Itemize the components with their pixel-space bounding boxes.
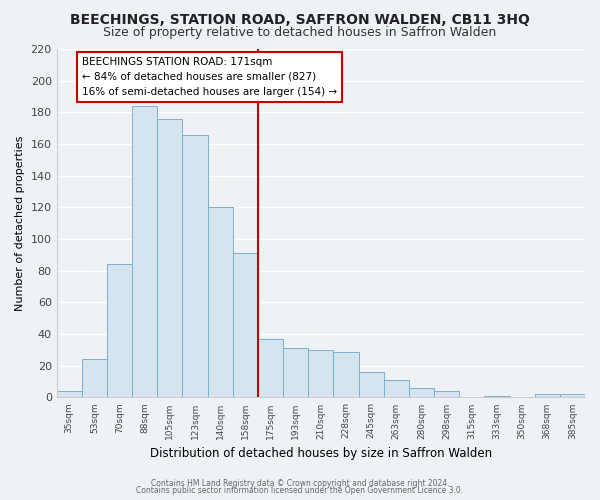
- Bar: [409, 388, 434, 398]
- Bar: [82, 360, 107, 398]
- X-axis label: Distribution of detached houses by size in Saffron Walden: Distribution of detached houses by size …: [150, 447, 492, 460]
- Bar: [359, 372, 384, 398]
- Bar: [434, 391, 459, 398]
- Text: Contains public sector information licensed under the Open Government Licence 3.: Contains public sector information licen…: [136, 486, 464, 495]
- Text: BEECHINGS STATION ROAD: 171sqm
← 84% of detached houses are smaller (827)
16% of: BEECHINGS STATION ROAD: 171sqm ← 84% of …: [82, 57, 337, 96]
- Y-axis label: Number of detached properties: Number of detached properties: [15, 136, 25, 311]
- Bar: [484, 396, 509, 398]
- Bar: [132, 106, 157, 398]
- Bar: [233, 254, 258, 398]
- Text: Contains HM Land Registry data © Crown copyright and database right 2024.: Contains HM Land Registry data © Crown c…: [151, 478, 449, 488]
- Bar: [283, 348, 308, 398]
- Bar: [384, 380, 409, 398]
- Text: BEECHINGS, STATION ROAD, SAFFRON WALDEN, CB11 3HQ: BEECHINGS, STATION ROAD, SAFFRON WALDEN,…: [70, 12, 530, 26]
- Bar: [157, 118, 182, 398]
- Bar: [258, 339, 283, 398]
- Bar: [107, 264, 132, 398]
- Bar: [56, 391, 82, 398]
- Bar: [208, 208, 233, 398]
- Bar: [334, 352, 359, 398]
- Bar: [308, 350, 334, 398]
- Bar: [182, 134, 208, 398]
- Bar: [535, 394, 560, 398]
- Text: Size of property relative to detached houses in Saffron Walden: Size of property relative to detached ho…: [103, 26, 497, 39]
- Bar: [560, 394, 585, 398]
